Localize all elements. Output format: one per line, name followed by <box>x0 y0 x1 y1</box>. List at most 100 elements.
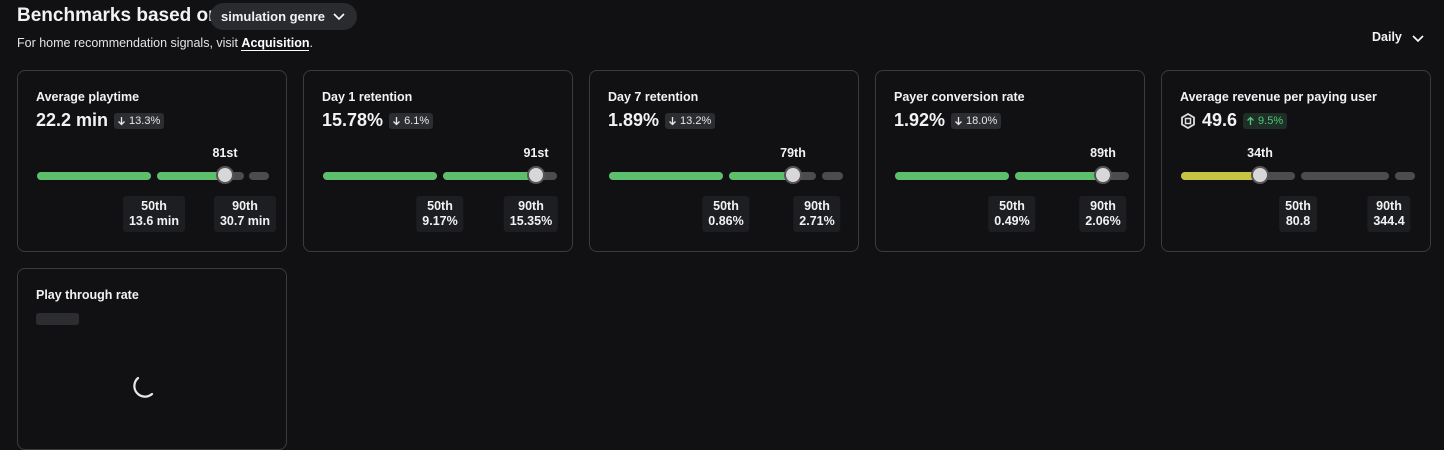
bar-segment <box>822 172 843 180</box>
benchmark-value: 2.71% <box>799 214 835 228</box>
bar-segment <box>443 172 557 180</box>
benchmark-label: 50th <box>713 199 739 213</box>
bar-segment <box>1395 172 1415 180</box>
change-value: 13.3% <box>129 114 161 127</box>
loading-card: Play through rate <box>17 268 287 450</box>
benchmark-label: 50th <box>999 199 1025 213</box>
bar-fill <box>443 172 536 180</box>
bar-segment <box>249 172 269 180</box>
metric-card: Day 7 retention 1.89% 13.2% 79th 50th 0.86% 90… <box>589 70 859 252</box>
metric-value: 22.2 min <box>36 110 109 130</box>
arrow-down <box>955 116 963 125</box>
change-value: 9.5% <box>1258 114 1284 127</box>
slider-knob <box>1251 166 1269 184</box>
change-badge: 13.3% <box>114 112 165 129</box>
bar-segment <box>37 172 151 180</box>
slider-knob <box>784 166 802 184</box>
change-badge: 9.5% <box>1243 112 1288 129</box>
slider-knob <box>527 166 545 184</box>
metric-name: Day 1 retention <box>322 90 413 104</box>
bar-fill <box>323 172 437 180</box>
change-badge: 13.2% <box>665 112 716 129</box>
bar-segment <box>729 172 816 180</box>
arrow-up <box>1247 116 1255 125</box>
benchmark-value: 0.49% <box>994 214 1030 228</box>
genre-dropdown[interactable]: simulation genre <box>210 3 358 30</box>
benchmark-marker: 50th 13.6 min <box>122 196 186 232</box>
percentile-label: 89th <box>1090 146 1116 160</box>
bar-segment <box>1181 172 1295 180</box>
chevron <box>1412 35 1424 43</box>
chevron <box>333 13 345 21</box>
slider-knob <box>216 166 234 184</box>
metric-value: 15.78% <box>322 110 384 130</box>
bar-segment <box>157 172 244 180</box>
skeleton <box>36 313 79 325</box>
period-dropdown[interactable]: Daily <box>1372 30 1424 44</box>
benchmark-marker: 50th 9.17% <box>416 196 464 232</box>
benchmark-value: 13.6 min <box>128 214 180 228</box>
benchmark-marker: 90th 344.4 <box>1367 196 1411 232</box>
metric-card: Average playtime 22.2 min 13.3% 81st 50th 13.… <box>17 70 287 252</box>
metric-name: Play through rate <box>36 288 139 302</box>
bar-segment <box>895 172 1009 180</box>
subtitle: For home recommendation signals, visit A… <box>17 36 313 51</box>
currency-icon <box>1181 112 1195 129</box>
metric-value-row: 15.78% 6.1% <box>322 110 434 131</box>
metric-name: Average revenue per paying user <box>1180 90 1377 104</box>
benchmark-label: 90th <box>804 199 830 213</box>
period-label: Daily <box>1372 30 1402 44</box>
benchmark-marker: 50th 0.49% <box>988 196 1036 232</box>
bar-fill <box>1015 172 1103 180</box>
bar-fill <box>1181 172 1260 180</box>
arrow-down <box>118 116 126 125</box>
metric-value: 49.6 <box>1202 110 1238 130</box>
benchmark-marker: 90th 2.06% <box>1079 196 1127 232</box>
benchmark-value: 80.8 <box>1285 214 1311 228</box>
benchmark-label: 90th <box>1376 199 1402 213</box>
genre-label: simulation genre <box>221 9 326 24</box>
metric-card: Payer conversion rate 1.92% 18.0% 89th 50th 0… <box>875 70 1145 252</box>
benchmark-label: 90th <box>232 199 258 213</box>
bar-fill <box>609 172 723 180</box>
metric-name: Average playtime <box>36 90 140 104</box>
benchmark-value: 9.17% <box>422 214 458 228</box>
benchmark-value: 0.86% <box>708 214 744 228</box>
metric-value-row: 1.92% 18.0% <box>894 110 1002 131</box>
metric-card: Day 1 retention 15.78% 6.1% 91st 50th 9.17% 90… <box>303 70 573 252</box>
benchmark-label: 50th <box>1285 199 1311 213</box>
bar-segment <box>1301 172 1389 180</box>
metric-value-row: 49.6 9.5% <box>1180 110 1288 131</box>
change-value: 6.1% <box>404 114 430 127</box>
change-value: 18.0% <box>966 114 998 127</box>
subtitle-end: . <box>309 36 313 50</box>
bar-segment <box>1015 172 1129 180</box>
metric-value-row: 1.89% 13.2% <box>608 110 716 131</box>
benchmark-marker: 50th 80.8 <box>1279 196 1317 232</box>
metric-name: Day 7 retention <box>608 90 699 104</box>
percentile-label: 34th <box>1247 146 1273 160</box>
slider-knob <box>1094 166 1112 184</box>
benchmark-marker: 90th 30.7 min <box>213 196 277 232</box>
acquisition-link[interactable]: Acquisition <box>241 36 310 51</box>
metric-value-row: 22.2 min 13.3% <box>36 110 165 131</box>
benchmark-value: 15.35% <box>509 214 553 228</box>
spinner <box>133 376 154 398</box>
bar-fill <box>37 172 151 180</box>
metric-value: 1.92% <box>894 110 946 130</box>
bar-fill <box>895 172 1009 180</box>
bar-fill <box>157 172 225 180</box>
subtitle-text: For home recommendation signals, visit <box>17 36 238 50</box>
benchmark-value: 344.4 <box>1373 214 1405 228</box>
percentile-label: 91st <box>523 146 549 160</box>
metric-name: Payer conversion rate <box>894 90 1025 104</box>
benchmark-value: 2.06% <box>1085 214 1121 228</box>
benchmark-marker: 90th 2.71% <box>793 196 841 232</box>
bar-segment <box>323 172 437 180</box>
benchmark-marker: 90th 15.35% <box>503 196 559 232</box>
change-badge: 18.0% <box>951 112 1002 129</box>
benchmark-label: 90th <box>1090 199 1116 213</box>
metric-card: Average revenue per paying user 49.6 9.5% 3… <box>1161 70 1431 252</box>
bar-segment <box>609 172 723 180</box>
